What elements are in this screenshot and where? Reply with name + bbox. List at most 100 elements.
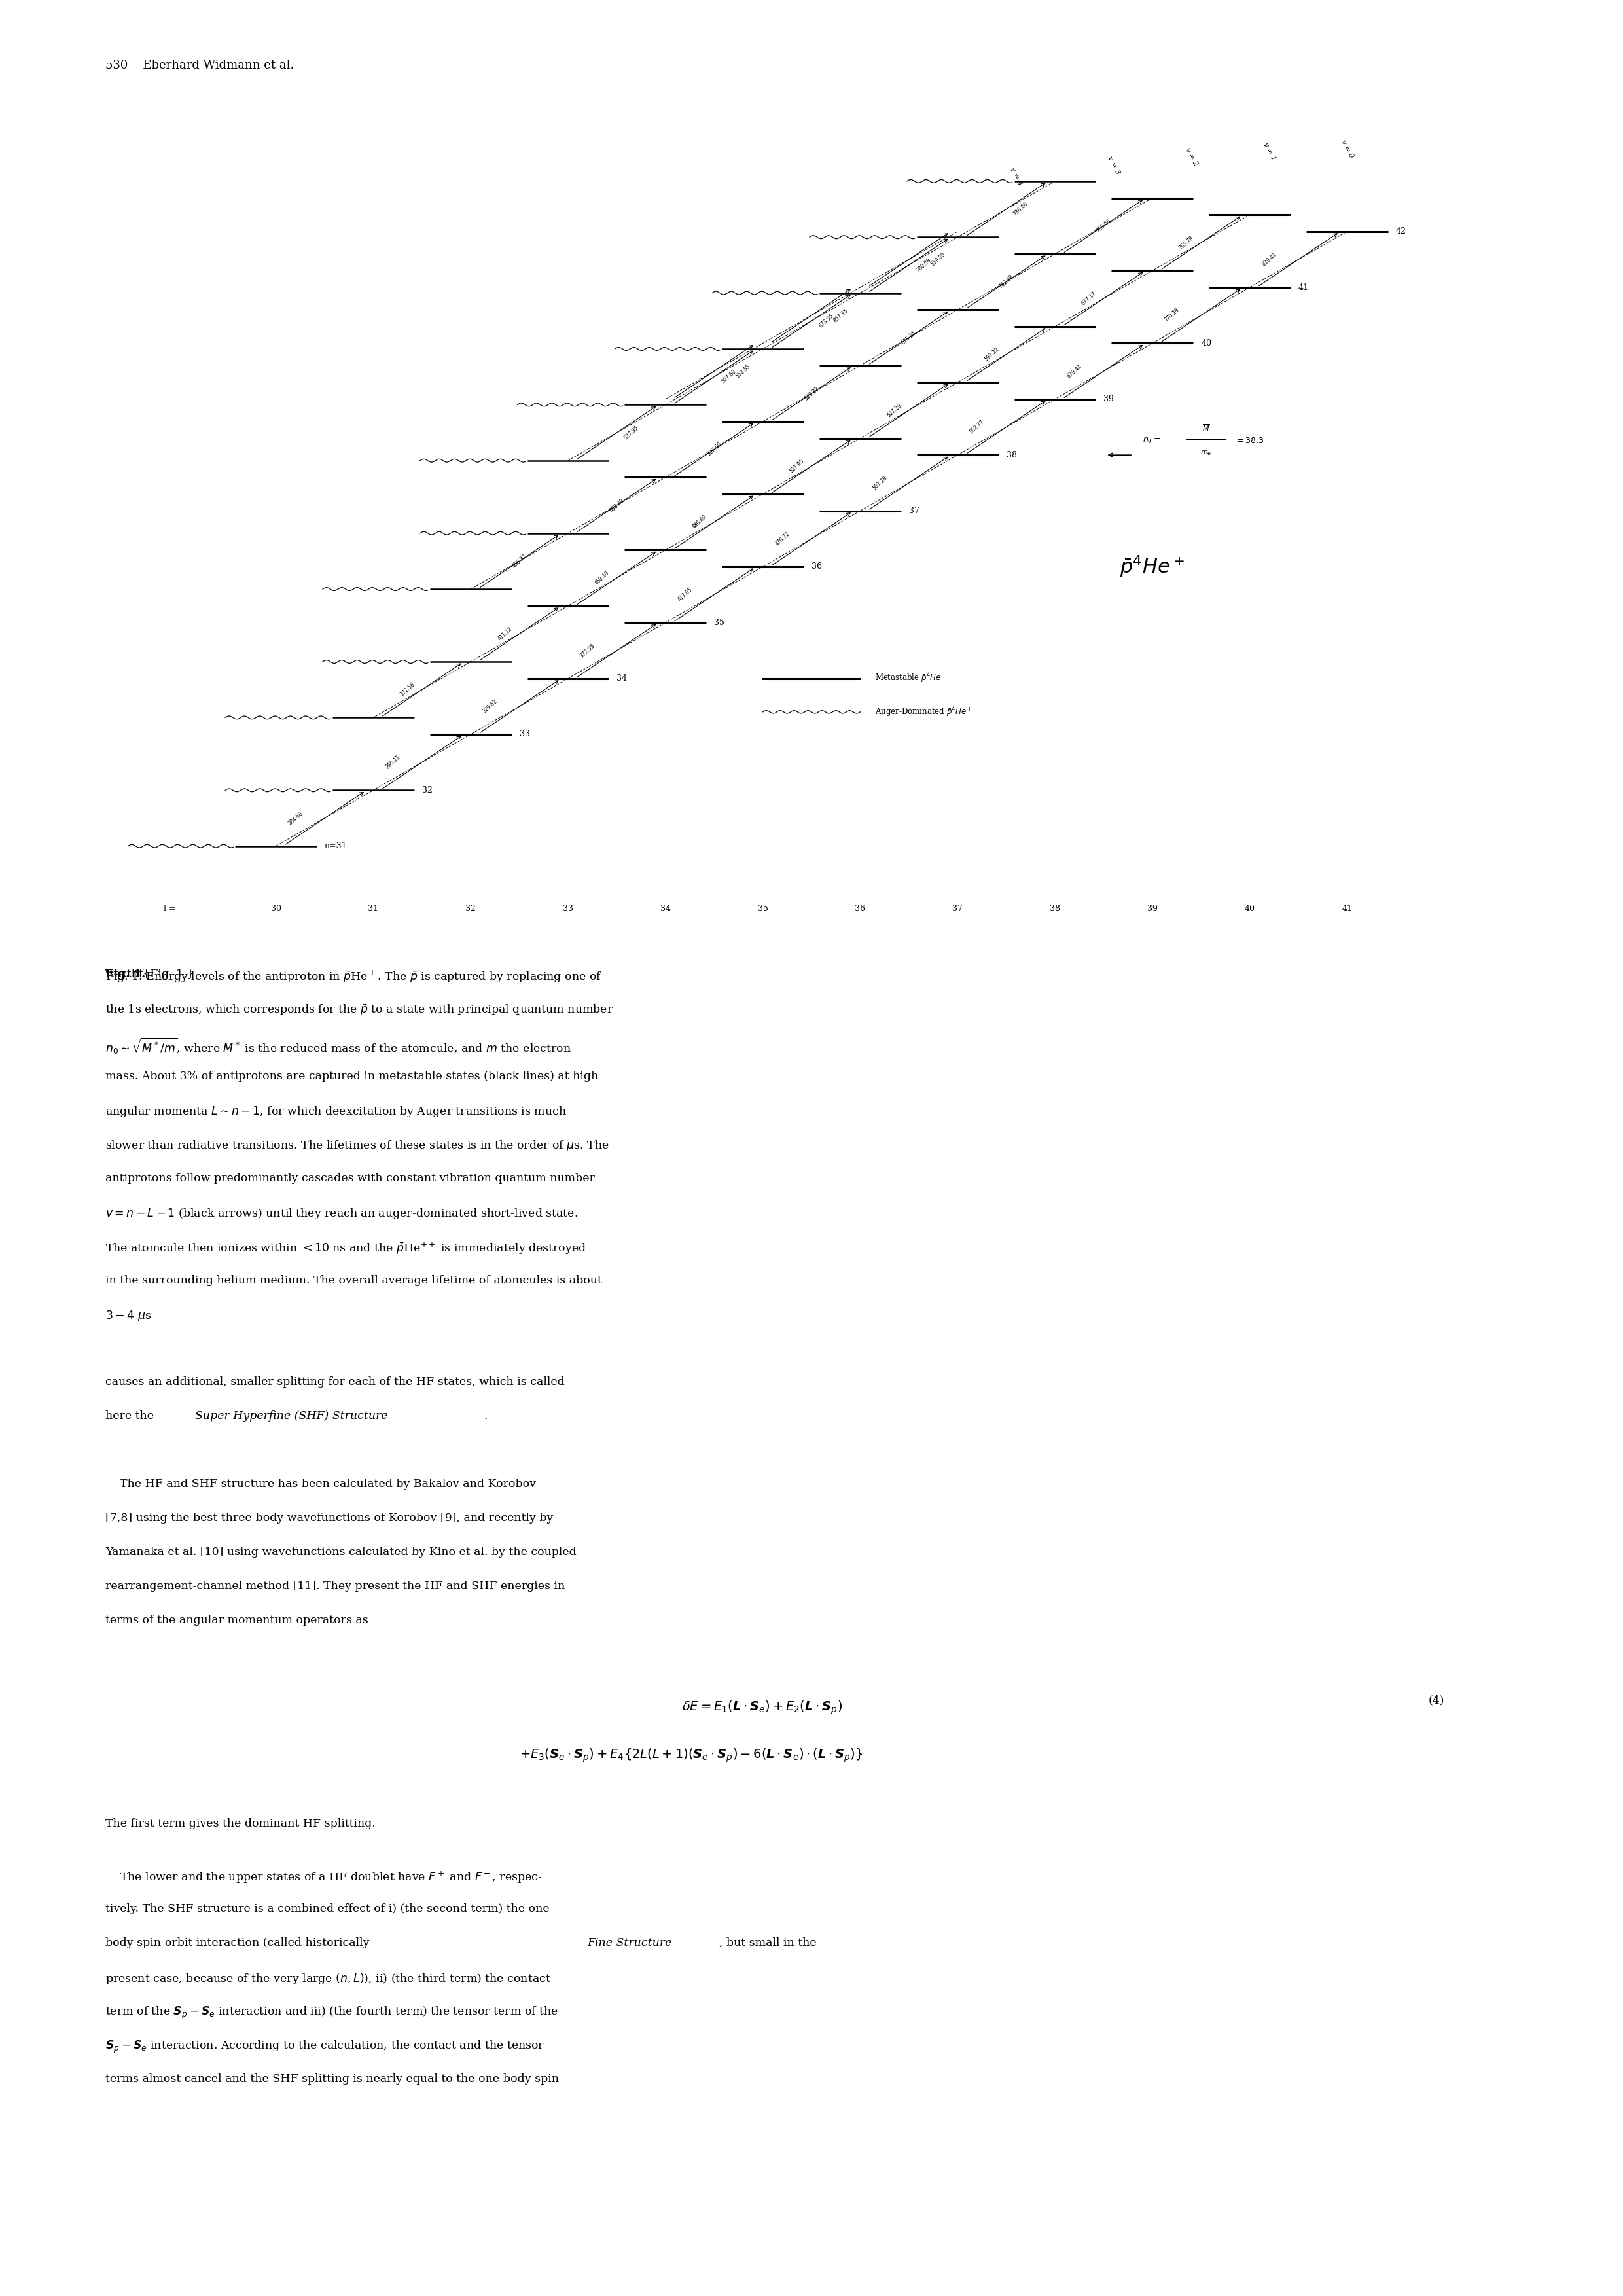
Text: 507.29: 507.29 bbox=[886, 402, 902, 418]
Text: 32: 32 bbox=[422, 785, 432, 794]
Text: The lower and the upper states of a HF doublet have $F^+$ and $F^-$, respec-: The lower and the upper states of a HF d… bbox=[105, 1869, 542, 1885]
Text: 40: 40 bbox=[1245, 905, 1255, 914]
Text: 41: 41 bbox=[1298, 282, 1308, 292]
Text: 34: 34 bbox=[661, 905, 670, 914]
Text: 765.79: 765.79 bbox=[1178, 234, 1195, 250]
Text: Fine Structure: Fine Structure bbox=[588, 1938, 672, 1949]
Text: mass. About 3% of antiprotons are captured in metastable states (black lines) at: mass. About 3% of antiprotons are captur… bbox=[105, 1070, 599, 1081]
Text: 417.05: 417.05 bbox=[677, 588, 693, 602]
Text: 36: 36 bbox=[855, 905, 865, 914]
Text: Super Hyperfine (SHF) Structure: Super Hyperfine (SHF) Structure bbox=[195, 1410, 388, 1421]
Text: 780.08: 780.08 bbox=[915, 257, 932, 273]
Text: 480.48: 480.48 bbox=[609, 498, 625, 514]
Text: 42: 42 bbox=[1396, 227, 1406, 236]
Text: 39: 39 bbox=[1104, 395, 1113, 404]
Text: .: . bbox=[484, 1410, 487, 1421]
Text: 33: 33 bbox=[563, 905, 573, 914]
Text: 34: 34 bbox=[617, 675, 626, 682]
Text: 35: 35 bbox=[758, 905, 768, 914]
Text: 35: 35 bbox=[714, 618, 724, 627]
Text: v = 4: v = 4 bbox=[1008, 168, 1024, 186]
Text: 597.22: 597.22 bbox=[984, 347, 1000, 363]
Text: 507.28: 507.28 bbox=[872, 475, 888, 491]
Text: 38: 38 bbox=[1050, 905, 1060, 914]
Text: tively. The SHF structure is a combined effect of i) (the second term) the one-: tively. The SHF structure is a combined … bbox=[105, 1903, 553, 1915]
Text: 30: 30 bbox=[271, 905, 281, 914]
Text: 416.32: 416.32 bbox=[511, 553, 527, 569]
Text: v = 0: v = 0 bbox=[1339, 138, 1355, 158]
Text: The atomcule then ionizes within $< 10$ ns and the $\bar{p}$He$^{++}$ is immedia: The atomcule then ionizes within $< 10$ … bbox=[105, 1240, 586, 1256]
Text: Yamanaka et al. [10] using wavefunctions calculated by Kino et al. by the couple: Yamanaka et al. [10] using wavefunctions… bbox=[105, 1548, 576, 1557]
Text: $n_0 \sim \sqrt{M^*/m}$, where $M^*$ is the reduced mass of the atomcule, and $m: $n_0 \sim \sqrt{M^*/m}$, where $M^*$ is … bbox=[105, 1038, 571, 1056]
Text: $\overline{M}$: $\overline{M}$ bbox=[1203, 422, 1209, 432]
Text: [7,8] using the best three-body wavefunctions of Korobov [9], and recently by: [7,8] using the best three-body wavefunc… bbox=[105, 1513, 553, 1525]
Text: 552.85: 552.85 bbox=[735, 363, 751, 379]
Text: v = 2: v = 2 bbox=[1183, 147, 1199, 168]
Text: 675.25: 675.25 bbox=[901, 331, 917, 347]
Text: 673.95: 673.95 bbox=[818, 312, 834, 328]
Text: $\boldsymbol{S}_p - \boldsymbol{S}_e$ interaction. According to the calculation,: $\boldsymbol{S}_p - \boldsymbol{S}_e$ in… bbox=[105, 2039, 545, 2055]
Text: 679.41: 679.41 bbox=[1066, 363, 1083, 379]
Text: Metastable $\bar{p}^4He^+$: Metastable $\bar{p}^4He^+$ bbox=[875, 673, 946, 684]
Text: Fig. 1. Energy levels of the antiproton in $\bar{p}$He$^+$. The $\bar{p}$ is cap: Fig. 1. Energy levels of the antiproton … bbox=[105, 969, 602, 985]
Text: 839.41: 839.41 bbox=[1261, 253, 1277, 266]
Text: 36: 36 bbox=[812, 563, 821, 572]
Text: v = 1: v = 1 bbox=[1261, 142, 1277, 161]
Text: $3 - 4\ \mu$s: $3 - 4\ \mu$s bbox=[105, 1309, 151, 1322]
Text: 38: 38 bbox=[1006, 450, 1016, 459]
Text: 372.56: 372.56 bbox=[399, 682, 415, 698]
Text: 468.40: 468.40 bbox=[594, 569, 610, 585]
Text: $= 38.3$: $= 38.3$ bbox=[1235, 436, 1264, 445]
Text: 40: 40 bbox=[1201, 340, 1211, 347]
Text: slower than radiative transitions. The lifetimes of these states is in the order: slower than radiative transitions. The l… bbox=[105, 1139, 609, 1153]
Text: terms of the angular momentum operators as: terms of the angular momentum operators … bbox=[105, 1614, 368, 1626]
Text: The first term gives the dominant HF splitting.: The first term gives the dominant HF spl… bbox=[105, 1818, 375, 1830]
Text: present case, because of the very large $(n,L)$), ii) (the third term) the conta: present case, because of the very large … bbox=[105, 1972, 552, 1986]
Text: the 1s electrons, which corresponds for the $\bar{p}$ to a state with principal : the 1s electrons, which corresponds for … bbox=[105, 1003, 613, 1017]
Text: causes an additional, smaller splitting for each of the HF states, which is call: causes an additional, smaller splitting … bbox=[105, 1378, 565, 1387]
Text: 37: 37 bbox=[953, 905, 962, 914]
Text: 530    Eberhard Widmann et al.: 530 Eberhard Widmann et al. bbox=[105, 60, 294, 71]
Text: 372.95: 372.95 bbox=[579, 643, 596, 659]
Text: 736.06: 736.06 bbox=[1013, 202, 1029, 218]
Text: $\bar{p}^4He^+$: $\bar{p}^4He^+$ bbox=[1120, 553, 1185, 579]
Text: 677.17: 677.17 bbox=[1081, 292, 1097, 308]
Text: l =: l = bbox=[164, 905, 179, 914]
Text: term of the $\boldsymbol{S}_p - \boldsymbol{S}_e$ interaction and iii) (the four: term of the $\boldsymbol{S}_p - \boldsym… bbox=[105, 2004, 558, 2020]
Text: 762.08: 762.08 bbox=[998, 273, 1014, 289]
Text: terms almost cancel and the SHF splitting is nearly equal to the one-body spin-: terms almost cancel and the SHF splittin… bbox=[105, 2073, 563, 2085]
Text: angular momenta $L \sim n - 1$, for which deexcitation by Auger transitions is m: angular momenta $L \sim n - 1$, for whic… bbox=[105, 1104, 566, 1118]
Text: 559.80: 559.80 bbox=[930, 253, 946, 266]
Text: body spin-orbit interaction (called historically: body spin-orbit interaction (called hist… bbox=[105, 1938, 373, 1949]
Text: here the: here the bbox=[105, 1410, 157, 1421]
Text: v = 3: v = 3 bbox=[1105, 156, 1121, 177]
Text: antiprotons follow predominantly cascades with constant vibration quantum number: antiprotons follow predominantly cascade… bbox=[105, 1173, 596, 1185]
Text: 31: 31 bbox=[368, 905, 378, 914]
Text: 857.35: 857.35 bbox=[833, 308, 849, 324]
Text: $\delta E = E_1(\boldsymbol{L}\cdot\boldsymbol{S}_e) + E_2(\boldsymbol{L}\cdot\b: $\delta E = E_1(\boldsymbol{L}\cdot\bold… bbox=[682, 1699, 842, 1715]
Text: 480.40: 480.40 bbox=[691, 514, 708, 530]
Text: $n_0 =$: $n_0 =$ bbox=[1143, 436, 1160, 445]
Text: 296.11: 296.11 bbox=[385, 755, 401, 769]
Text: 37: 37 bbox=[909, 507, 919, 514]
Text: 411.12: 411.12 bbox=[497, 627, 513, 641]
Text: 32: 32 bbox=[466, 905, 476, 914]
Text: Auger-Dominated $\bar{p}^4He^+$: Auger-Dominated $\bar{p}^4He^+$ bbox=[875, 705, 972, 719]
Text: 527.95: 527.95 bbox=[789, 459, 805, 475]
Text: 527.95: 527.95 bbox=[623, 425, 639, 441]
Text: $+E_3(\boldsymbol{S}_e\cdot\boldsymbol{S}_p) + E_4\{2L(L+1)(\boldsymbol{S}_e\cdo: $+E_3(\boldsymbol{S}_e\cdot\boldsymbol{S… bbox=[519, 1747, 862, 1763]
Text: \textbf{Fig. 1.}: \textbf{Fig. 1.} bbox=[105, 969, 195, 980]
Text: rearrangement-channel method [11]. They present the HF and SHF energies in: rearrangement-channel method [11]. They … bbox=[105, 1580, 565, 1591]
Text: 470.72: 470.72 bbox=[774, 530, 790, 546]
Text: 529.22: 529.22 bbox=[803, 386, 820, 402]
Text: $v = n - L - 1$ (black arrows) until they reach an auger-dominated short-lived s: $v = n - L - 1$ (black arrows) until the… bbox=[105, 1208, 578, 1221]
Text: n=31: n=31 bbox=[325, 843, 347, 850]
Text: The HF and SHF structure has been calculated by Bakalov and Korobov: The HF and SHF structure has been calcul… bbox=[105, 1479, 536, 1490]
Text: 41: 41 bbox=[1342, 905, 1352, 914]
Text: 562.77: 562.77 bbox=[969, 420, 985, 434]
Text: (4): (4) bbox=[1428, 1694, 1444, 1706]
Text: in the surrounding helium medium. The overall average lifetime of atomcules is a: in the surrounding helium medium. The ov… bbox=[105, 1274, 602, 1286]
Text: , but small in the: , but small in the bbox=[719, 1938, 816, 1949]
Text: 770.28: 770.28 bbox=[1164, 308, 1180, 324]
Text: 284.60: 284.60 bbox=[287, 810, 304, 827]
